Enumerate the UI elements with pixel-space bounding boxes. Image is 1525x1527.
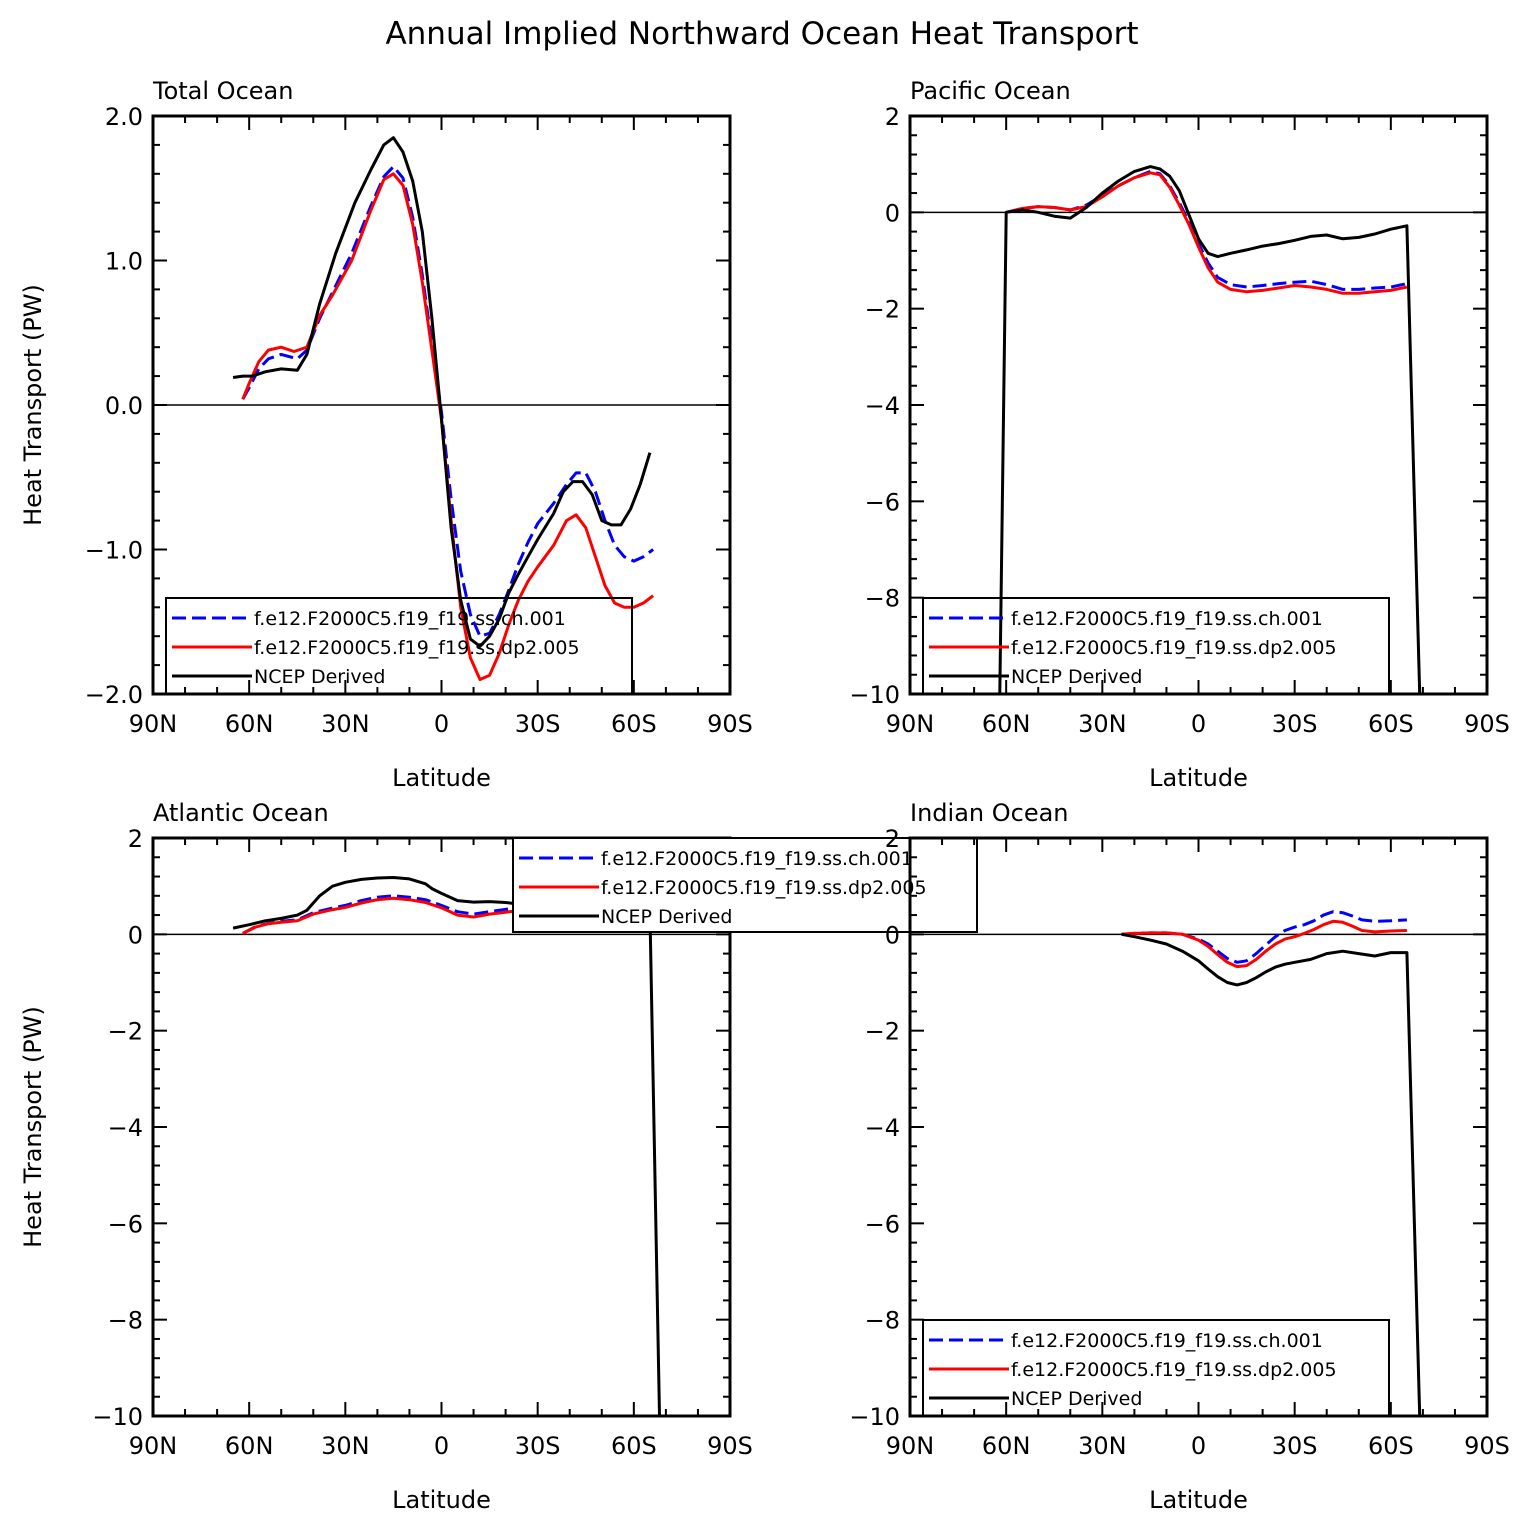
x-tick-label: 30N — [1078, 710, 1127, 738]
x-axis-label: Latitude — [392, 764, 491, 792]
y-tick-label: −2 — [865, 1018, 900, 1046]
series-line-f-e12-f2000c5-f19-f19-ss-dp2-005 — [1005, 171, 1408, 295]
legend-label: f.e12.F2000C5.f19_f19.ss.ch.001 — [254, 608, 566, 630]
y-tick-label: 0 — [128, 921, 143, 949]
x-tick-label: 30N — [321, 710, 370, 738]
panel-total-ocean: Total Ocean 90N 60N 30N 0 30S 60S 90S 2.0 1.0 0.0 −… — [19, 77, 753, 792]
legend-label: f.e12.F2000C5.f19_f19.ss.dp2.005 — [1011, 1359, 1337, 1381]
legend: f.e12.F2000C5.f19_f19.ss.ch.001 f.e12.F20… — [512, 837, 978, 933]
panel-title: Total Ocean — [152, 77, 293, 105]
x-tick-label: 90S — [707, 710, 753, 738]
y-tick-label: −10 — [92, 1403, 143, 1431]
x-tick-label: 60S — [611, 710, 657, 738]
legend-label: f.e12.F2000C5.f19_f19.ss.dp2.005 — [254, 637, 580, 659]
legend-label: f.e12.F2000C5.f19_f19.ss.dp2.005 — [601, 877, 927, 899]
legend: f.e12.F2000C5.f19_f19.ss.ch.001 f.e12.F20… — [922, 1319, 1390, 1417]
y-axis-label: Heat Transport (PW) — [19, 284, 47, 526]
y-tick-label: −6 — [865, 1210, 900, 1238]
panel-title: Pacific Ocean — [910, 77, 1071, 105]
legend: f.e12.F2000C5.f19_f19.ss.ch.001 f.e12.F20… — [922, 597, 1390, 695]
y-tick-label: 2 — [885, 103, 900, 131]
x-tick-label: 0 — [1191, 710, 1206, 738]
y-tick-label: −8 — [108, 1307, 143, 1335]
x-tick-label: 0 — [434, 710, 449, 738]
x-axis-label: Latitude — [1149, 1486, 1248, 1514]
y-tick-label: −6 — [865, 488, 900, 516]
legend-label: f.e12.F2000C5.f19_f19.ss.ch.001 — [1011, 608, 1323, 630]
x-tick-label: 90S — [1464, 1432, 1510, 1460]
x-tick-label: 30S — [1272, 710, 1318, 738]
panel-atlantic-ocean: Atlantic Ocean 90N 60N 30N 0 30S 60S 90S 2 0 −2 −4 −… — [19, 799, 978, 1514]
legend-box — [922, 1319, 1390, 1417]
y-tick-label: 2.0 — [105, 103, 143, 131]
y-tick-label: 2 — [128, 825, 143, 853]
y-tick-label: 1.0 — [105, 248, 143, 276]
x-axis-label: Latitude — [1149, 764, 1248, 792]
x-tick-label: 90N — [129, 1432, 178, 1460]
x-tick-label: 90S — [1464, 710, 1510, 738]
legend-box — [165, 597, 633, 695]
x-tick-label: 60N — [982, 710, 1031, 738]
legend-label: f.e12.F2000C5.f19_f19.ss.ch.001 — [601, 848, 913, 870]
panel-indian-ocean: Indian Ocean 90N 60N 30N 0 30S 60S 90S 2 0 −2 −4 −6 −… — [849, 799, 1510, 1514]
y-tick-label: −6 — [108, 1210, 143, 1238]
x-tick-label: 30S — [1272, 1432, 1318, 1460]
x-tick-label: 30N — [1078, 1432, 1127, 1460]
y-tick-label: −2 — [865, 296, 900, 324]
y-tick-label: −10 — [849, 1403, 900, 1431]
series-line-f-e12-f2000c5-f19-f19-ss-ch-001 — [1005, 169, 1408, 291]
legend-box — [922, 597, 1390, 695]
x-tick-label: 60N — [982, 1432, 1031, 1460]
series-line-f-e12-f2000c5-f19-f19-ss-dp2-005 — [1121, 919, 1407, 969]
x-tick-label: 0 — [1191, 1432, 1206, 1460]
series-line-ncep-derived — [232, 136, 652, 648]
x-tick-label: 30S — [515, 710, 561, 738]
legend-label: NCEP Derived — [1011, 666, 1142, 688]
x-tick-label: 90N — [129, 710, 178, 738]
panel-pacific-ocean: Pacific Ocean 90N 60N 30N 0 30S 60S 90S 2 0 −2 −4 −6… — [849, 77, 1510, 792]
x-tick-label: 30S — [515, 1432, 561, 1460]
series-line-ncep-derived — [232, 876, 661, 1417]
legend-label: NCEP Derived — [1011, 1388, 1142, 1410]
y-axis-label: Heat Transport (PW) — [19, 1006, 47, 1248]
y-tick-label: −8 — [865, 1307, 900, 1335]
y-tick-label: −1.0 — [85, 537, 143, 565]
legend-label: NCEP Derived — [601, 906, 732, 928]
series-line-f-e12-f2000c5-f19-f19-ss-dp2-005 — [241, 172, 655, 681]
legend-label: f.e12.F2000C5.f19_f19.ss.dp2.005 — [1011, 637, 1337, 659]
legend: f.e12.F2000C5.f19_f19.ss.ch.001 f.e12.F20… — [165, 597, 633, 695]
y-tick-label: −4 — [865, 392, 900, 420]
legend-label: NCEP Derived — [254, 666, 385, 688]
x-tick-label: 90S — [707, 1432, 753, 1460]
series-line-ncep-derived — [1121, 932, 1422, 1417]
legend-label: f.e12.F2000C5.f19_f19.ss.ch.001 — [1011, 1330, 1323, 1352]
y-tick-label: 0 — [885, 921, 900, 949]
panel-title: Indian Ocean — [910, 799, 1069, 827]
x-tick-label: 0 — [434, 1432, 449, 1460]
y-tick-label: 0 — [885, 199, 900, 227]
y-tick-label: 0.0 — [105, 392, 143, 420]
x-tick-label: 60S — [611, 1432, 657, 1460]
panel-title: Atlantic Ocean — [153, 799, 329, 827]
y-tick-label: −4 — [865, 1114, 900, 1142]
x-tick-label: 90N — [886, 710, 935, 738]
x-tick-label: 60N — [225, 1432, 274, 1460]
x-axis-label: Latitude — [392, 1486, 491, 1514]
x-tick-label: 60N — [225, 710, 274, 738]
figure-title: Annual Implied Northward Ocean Heat Tran… — [385, 16, 1138, 52]
series-line-f-e12-f2000c5-f19-f19-ss-ch-001 — [241, 165, 654, 638]
y-tick-label: −8 — [865, 585, 900, 613]
y-tick-label: −2.0 — [85, 681, 143, 709]
x-tick-label: 90N — [886, 1432, 935, 1460]
y-tick-label: −2 — [108, 1018, 143, 1046]
series-line-ncep-derived — [998, 165, 1422, 695]
x-tick-label: 60S — [1368, 1432, 1414, 1460]
y-tick-label: −10 — [849, 681, 900, 709]
x-tick-label: 30N — [321, 1432, 370, 1460]
y-tick-label: −4 — [108, 1114, 143, 1142]
x-tick-label: 60S — [1368, 710, 1414, 738]
y-tick-label: 2 — [885, 825, 900, 853]
